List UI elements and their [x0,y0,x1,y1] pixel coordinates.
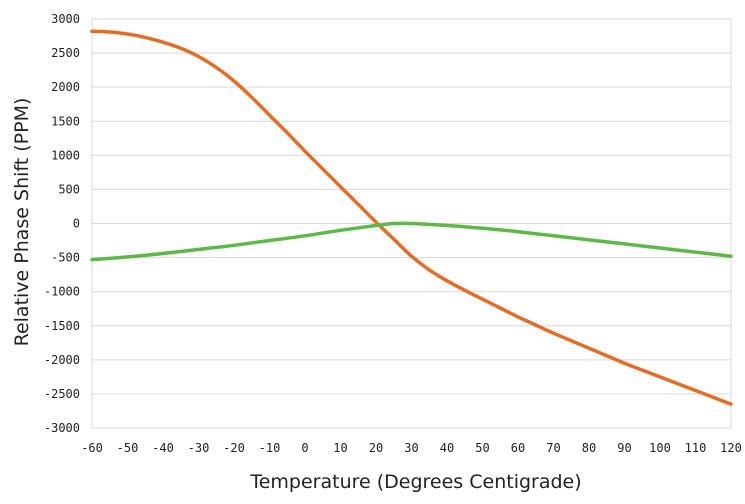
x-tick-label: -60 [81,441,103,455]
y-tick-label: -3000 [44,421,80,435]
x-tick-label: 10 [333,441,347,455]
y-tick-labels: 3000 2500 2000 1500 1000 500 0 -500 -1000 -1500 -2… [44,12,80,435]
x-tick-label: 70 [546,441,560,455]
y-tick-label: 2000 [51,80,80,94]
x-tick-label: 60 [511,441,525,455]
x-tick-label: -10 [259,441,281,455]
x-tick-label: 120 [720,441,742,455]
y-tick-label: 1500 [51,114,80,128]
y-tick-label: 3000 [51,12,80,26]
x-tick-label: 30 [404,441,418,455]
x-axis-title: Temperature (Degrees Centigrade) [249,471,581,493]
y-tick-label: -1000 [44,285,80,299]
x-tick-label: 50 [475,441,489,455]
x-tick-label: 90 [617,441,631,455]
x-tick-label: -30 [188,441,210,455]
y-tick-label: -1500 [44,319,80,333]
x-tick-label: 20 [369,441,383,455]
x-tick-label: 0 [301,441,308,455]
series-line-1 [90,29,733,406]
x-tick-label: 80 [582,441,596,455]
y-axis-title: Relative Phase Shift (PPM) [11,98,33,347]
x-tick-label: -40 [152,441,174,455]
y-tick-label: -2000 [44,353,80,367]
x-tick-label: -50 [117,441,139,455]
x-tick-label: 100 [649,441,671,455]
gridlines [91,18,732,429]
series-line-2 [90,221,733,262]
y-tick-label: 2500 [51,46,80,60]
y-tick-label: 0 [73,217,80,231]
y-tick-label: 1000 [51,148,80,162]
y-tick-label: 500 [58,182,80,196]
y-tick-label: -2500 [44,387,80,401]
y-tick-label: -500 [51,251,80,265]
series-layer [90,29,733,406]
x-tick-labels: -60 -50 -40 -30 -20 -10 0 10 20 30 40 50 60 70 80 90 100… [81,441,742,455]
x-tick-label: -20 [223,441,245,455]
x-tick-label: 110 [685,441,707,455]
x-tick-label: 40 [440,441,454,455]
